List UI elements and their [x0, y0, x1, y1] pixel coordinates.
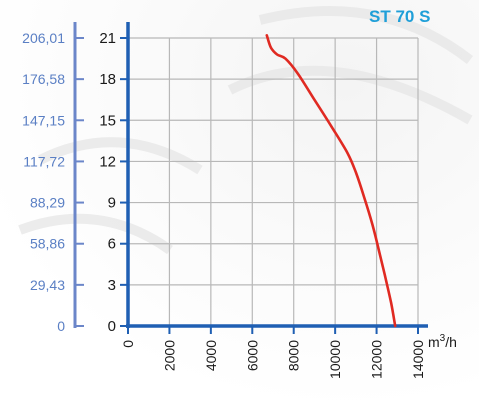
x-tick-label: 6000	[244, 340, 260, 371]
left-secondary-tick-label: 88,29	[30, 195, 65, 211]
y-axis-ticks: 0 3 6 9 12 15 18 21	[99, 30, 128, 335]
x-tick-label: 0	[120, 340, 136, 348]
left-secondary-tick-label: 0	[57, 318, 65, 334]
left-secondary-tick-label: 117,72	[23, 153, 65, 169]
left-secondary-tick-label: 58,86	[30, 236, 65, 252]
y-tick-label: 18	[99, 71, 116, 88]
x-tick-label: 2000	[161, 340, 177, 371]
x-axis-unit-superscript: 3	[440, 333, 446, 344]
y-tick-label: 9	[108, 195, 116, 212]
y-tick-label: 15	[99, 112, 116, 129]
x-tick-label: 10000	[327, 340, 343, 379]
performance-curve	[265, 34, 397, 328]
x-axis-ticks: 0 2000 4000 6000 8000 10000 12000 14000	[120, 326, 426, 379]
chart-title: ST 70 S	[369, 7, 430, 26]
left-secondary-axis-ticks: 0 29,43 58,86 88,29 117,72 147,15 176,58 206,01	[22, 30, 84, 334]
x-axis-unit-rest: /h	[445, 334, 457, 350]
left-secondary-tick-label: 176,58	[22, 71, 65, 87]
x-tick-label: 14000	[410, 340, 426, 379]
y-tick-label: 6	[108, 236, 116, 253]
x-tick-label: 4000	[203, 340, 219, 371]
y-tick-label: 21	[99, 30, 116, 47]
x-tick-label: 8000	[286, 340, 302, 371]
x-axis-unit: m3/h	[428, 333, 457, 350]
left-secondary-tick-label: 29,43	[30, 277, 65, 293]
left-secondary-tick-label: 147,15	[22, 112, 65, 128]
y-tick-label: 3	[108, 277, 116, 294]
plot-grid	[128, 37, 419, 326]
y-tick-label: 0	[108, 318, 116, 335]
y-tick-label: 12	[99, 153, 116, 170]
x-tick-label: 12000	[369, 340, 385, 379]
x-axis-unit-base: m	[428, 334, 440, 350]
left-secondary-tick-label: 206,01	[22, 30, 65, 46]
